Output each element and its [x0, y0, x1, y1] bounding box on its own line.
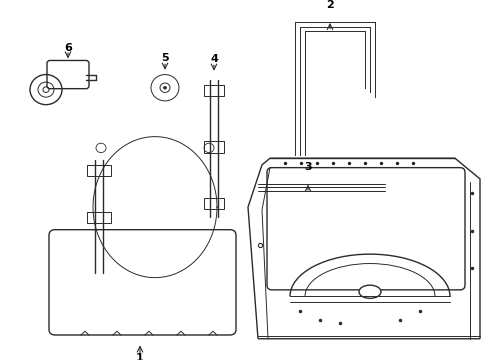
Text: 3: 3: [304, 162, 311, 172]
Circle shape: [163, 86, 166, 89]
Text: 4: 4: [210, 54, 218, 64]
Bar: [203, 85, 224, 96]
Text: 2: 2: [325, 0, 333, 10]
Bar: [87, 259, 111, 270]
Text: 1: 1: [136, 352, 143, 360]
FancyBboxPatch shape: [47, 60, 89, 89]
Text: 5: 5: [161, 53, 168, 63]
FancyBboxPatch shape: [266, 168, 464, 290]
FancyBboxPatch shape: [49, 230, 236, 335]
PathPatch shape: [247, 158, 479, 339]
Ellipse shape: [358, 285, 380, 298]
Bar: [203, 141, 224, 153]
Bar: [87, 212, 111, 223]
Bar: [87, 165, 111, 176]
Text: 6: 6: [64, 43, 72, 53]
Bar: [203, 198, 224, 209]
